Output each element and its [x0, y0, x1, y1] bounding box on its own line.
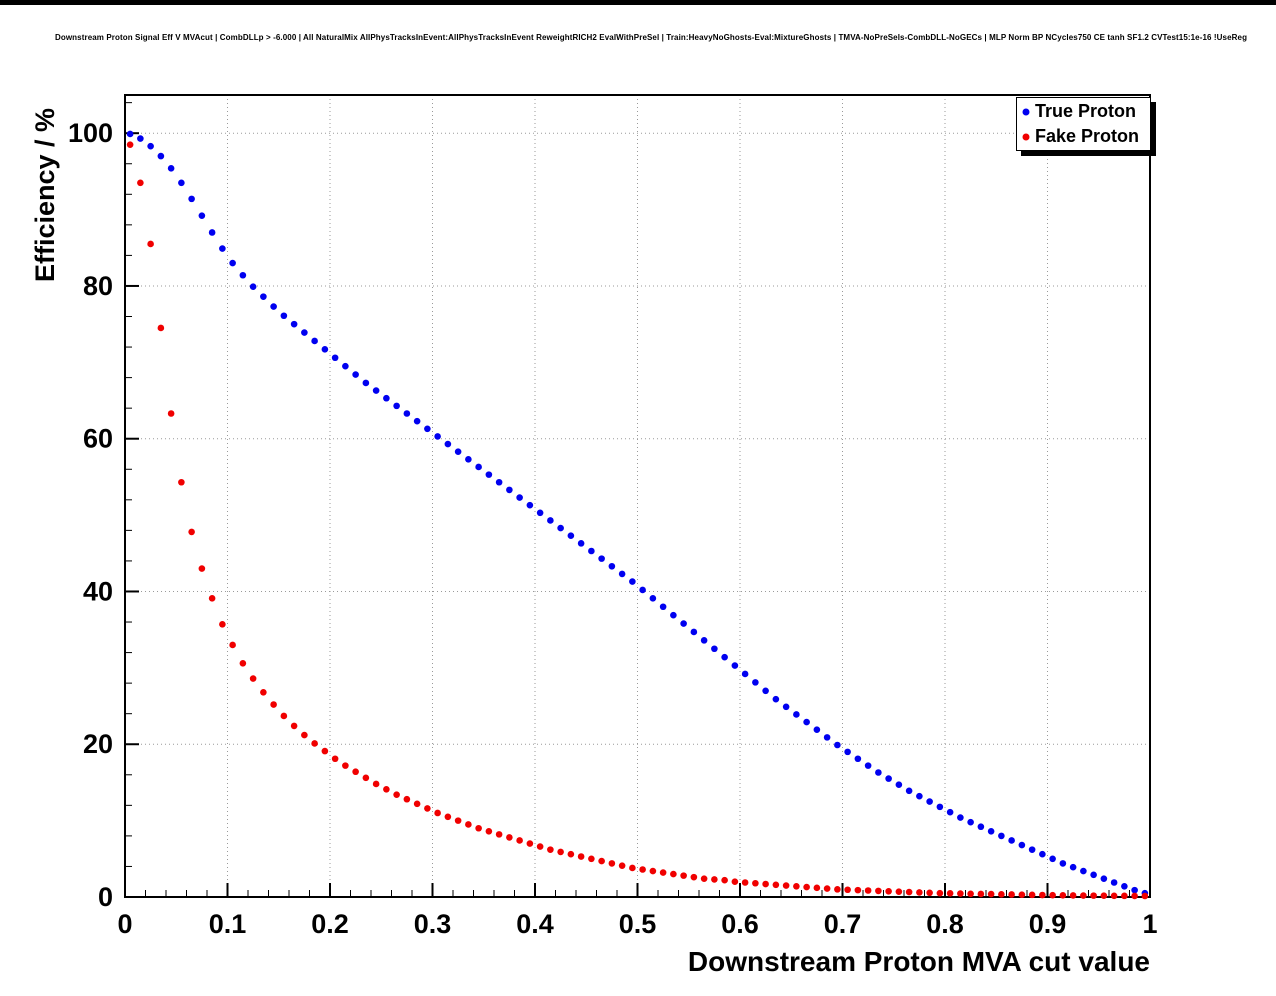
svg-text:0.4: 0.4	[516, 909, 554, 939]
svg-text:0.5: 0.5	[619, 909, 657, 939]
legend-item-true-proton: True Proton	[1017, 99, 1150, 124]
svg-text:100: 100	[68, 118, 113, 148]
svg-text:0: 0	[98, 882, 113, 912]
true-proton-marker-icon	[1022, 108, 1030, 115]
svg-text:0.3: 0.3	[414, 909, 452, 939]
svg-text:60: 60	[83, 424, 113, 454]
legend-label-fake-proton: Fake Proton	[1035, 126, 1140, 146]
svg-text:80: 80	[83, 271, 113, 301]
fake-proton-marker-icon	[1022, 133, 1030, 140]
svg-text:1: 1	[1142, 909, 1157, 939]
svg-text:0.7: 0.7	[824, 909, 862, 939]
svg-text:0.2: 0.2	[311, 909, 349, 939]
window-top-edge	[0, 0, 1276, 5]
legend-label-true-proton: True Proton	[1035, 101, 1137, 121]
x-axis-title: Downstream Proton MVA cut value	[687, 946, 1150, 977]
svg-text:0.9: 0.9	[1029, 909, 1067, 939]
legend-item-fake-proton: Fake Proton	[1017, 124, 1150, 149]
svg-text:20: 20	[83, 729, 113, 759]
svg-text:0.6: 0.6	[721, 909, 759, 939]
svg-text:0.1: 0.1	[209, 909, 247, 939]
plot-title: Downstream Proton Signal Eff V MVAcut | …	[55, 33, 1248, 42]
legend: True Proton Fake Proton	[1016, 97, 1151, 151]
svg-text:0: 0	[117, 909, 132, 939]
svg-text:40: 40	[83, 576, 113, 606]
svg-text:0.8: 0.8	[926, 909, 964, 939]
y-axis-title: Efficiency / %	[30, 107, 60, 282]
